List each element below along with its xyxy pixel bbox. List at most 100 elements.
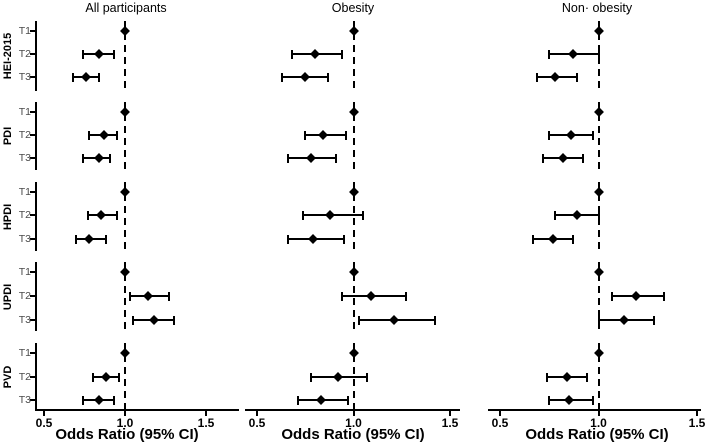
point-estimate: [348, 107, 359, 117]
point-estimate: [100, 372, 111, 382]
ci-cap: [109, 154, 112, 163]
ci-cap: [571, 235, 574, 244]
ci-cap: [554, 211, 557, 220]
point-estimate: [567, 49, 578, 59]
point-estimate: [306, 153, 316, 163]
reference-line: [124, 262, 126, 331]
x-axis-tick-label: 0.5: [491, 416, 509, 430]
x-axis-tick-label: 1.5: [688, 416, 706, 430]
tertile-label: T2: [18, 290, 31, 302]
point-estimate: [84, 234, 95, 244]
reference-line: [352, 102, 355, 170]
ci-cap: [346, 396, 349, 405]
point-estimate: [120, 348, 130, 358]
tertile-label: T1: [18, 266, 31, 278]
point-estimate: [300, 72, 311, 82]
x-axis-tick: [696, 411, 698, 416]
reference-line: [124, 182, 126, 251]
ci-cap: [290, 50, 293, 59]
ci-cap: [652, 316, 655, 325]
x-axis-tick-label: 1.5: [441, 416, 459, 430]
point-estimate: [563, 395, 574, 405]
y-axis-line: [35, 262, 37, 331]
point-estimate: [548, 234, 559, 244]
tertile-label: T1: [18, 106, 31, 118]
ci-cap: [340, 50, 343, 59]
ci-cap: [597, 50, 600, 59]
point-estimate: [348, 348, 359, 358]
panel-title-obesity: Obesity: [331, 1, 375, 15]
ci-cap: [548, 396, 551, 405]
ci-cap: [81, 50, 84, 59]
x-axis-tick-label: 1.0: [116, 416, 134, 430]
ci-cap: [72, 73, 75, 82]
y-axis-line: [35, 182, 37, 251]
ci-cap: [344, 131, 347, 140]
ci-cap: [91, 373, 94, 382]
point-estimate: [365, 291, 376, 301]
ci-cap: [548, 50, 551, 59]
point-estimate: [95, 210, 106, 220]
ci-cap: [286, 154, 289, 163]
ci-cap: [98, 73, 101, 82]
panel-title-non-obesity: Non· obesity: [561, 1, 633, 15]
point-estimate: [333, 372, 343, 382]
y-axis-tick: [30, 319, 35, 321]
ci-cap: [112, 396, 115, 405]
point-estimate: [593, 187, 604, 197]
reference-line: [352, 182, 355, 251]
ci-cap: [75, 235, 78, 244]
ci-cap: [132, 316, 135, 325]
ci-cap: [536, 73, 539, 82]
point-estimate: [317, 130, 328, 140]
ci-cap: [81, 154, 84, 163]
reference-line: [124, 21, 126, 91]
x-axis-line: [245, 409, 460, 411]
y-axis-tick: [30, 214, 35, 216]
tertile-label: T3: [18, 71, 31, 83]
y-axis-tick: [30, 399, 35, 401]
point-estimate: [94, 153, 105, 163]
x-axis-tick: [205, 411, 207, 416]
x-axis-line: [36, 409, 239, 411]
x-axis-title: Odds Ratio (95% CI): [281, 426, 425, 443]
ci-cap: [115, 211, 118, 220]
tertile-label: T2: [18, 209, 31, 221]
ci-cap: [597, 316, 600, 325]
y-axis-tick: [30, 191, 35, 193]
tertile-label: T3: [18, 394, 31, 406]
ci-cap: [546, 373, 549, 382]
x-axis-tick: [43, 411, 45, 416]
ci-cap: [81, 396, 84, 405]
reference-line: [597, 343, 600, 411]
ci-cap: [340, 292, 343, 301]
point-estimate: [565, 130, 576, 140]
ci-cap: [112, 50, 115, 59]
point-estimate: [389, 315, 399, 325]
reference-line: [124, 343, 126, 411]
ci-cap: [591, 396, 594, 405]
point-estimate: [348, 26, 359, 36]
point-estimate: [120, 267, 130, 277]
point-estimate: [325, 210, 336, 220]
point-estimate: [309, 49, 320, 59]
point-estimate: [308, 234, 318, 244]
ci-cap: [591, 131, 594, 140]
ci-cap: [342, 235, 345, 244]
y-axis-line: [35, 343, 37, 411]
x-axis-line: [488, 409, 701, 411]
ci-cap: [548, 131, 551, 140]
point-estimate: [120, 26, 130, 36]
y-axis-tick: [30, 157, 35, 159]
reference-line: [352, 21, 355, 91]
y-axis-tick: [30, 111, 35, 113]
y-axis-tick: [30, 352, 35, 354]
ci-cap: [542, 154, 545, 163]
point-estimate: [120, 187, 130, 197]
point-estimate: [142, 291, 153, 301]
point-estimate: [593, 348, 604, 358]
y-axis-tick: [30, 134, 35, 136]
x-axis-tick-label: 1.0: [590, 416, 607, 430]
x-axis-tick: [449, 411, 451, 416]
point-estimate: [562, 372, 572, 382]
